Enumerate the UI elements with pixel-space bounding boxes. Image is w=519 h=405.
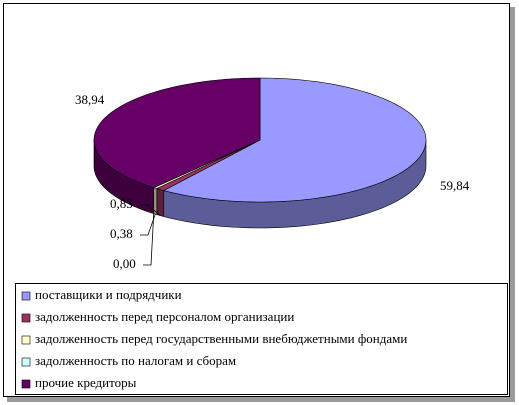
legend-swatch — [21, 379, 31, 389]
legend-swatch — [21, 313, 31, 323]
slice — [162, 77, 427, 203]
data-label: 38,94 — [75, 92, 105, 107]
legend-swatch — [21, 291, 31, 301]
legend-label: поставщики и подрядчики — [35, 287, 182, 302]
data-label: 0,38 — [110, 226, 133, 241]
leader-line — [143, 213, 155, 266]
data-label: 59,84 — [440, 178, 470, 193]
slice — [93, 77, 261, 188]
legend-label: прочие кредиторы — [35, 375, 137, 390]
legend-label: задолженность перед персоналом организац… — [35, 309, 294, 324]
leader-line — [140, 204, 161, 216]
slice-side — [156, 188, 165, 217]
legend-label: задолженность перед государственными вне… — [35, 331, 407, 346]
data-label: 0,83 — [110, 196, 133, 211]
legend-swatch — [21, 357, 31, 367]
leader-line — [140, 213, 156, 236]
legend-label: задолженность по налогам и сборам — [35, 353, 236, 368]
legend-box — [15, 283, 508, 395]
legend-swatch — [21, 335, 31, 345]
data-label: 0,00 — [113, 256, 136, 271]
